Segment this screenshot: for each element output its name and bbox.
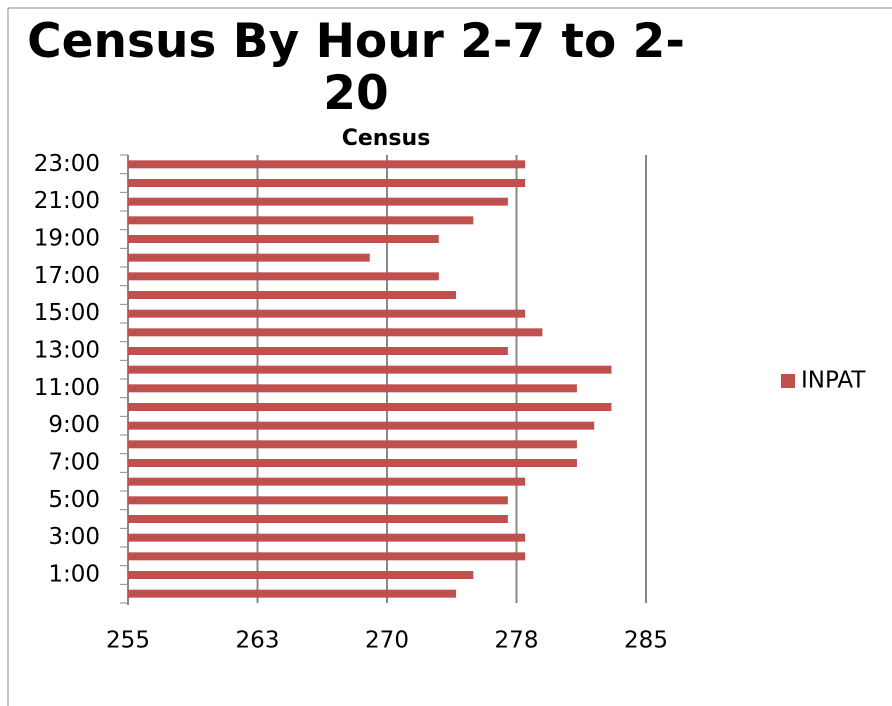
y-tick-label: 3:00	[48, 524, 100, 550]
x-tick-label: 278	[495, 628, 539, 654]
bar	[128, 197, 508, 206]
y-tick-label: 17:00	[34, 263, 100, 289]
bar	[128, 440, 577, 449]
bar	[128, 403, 612, 411]
bar	[128, 160, 526, 169]
y-tick-label: 23:00	[34, 151, 100, 177]
chart-title: Census By Hour 2-7 to 2-20	[27, 14, 685, 121]
y-tick-label: 15:00	[34, 300, 100, 326]
bar	[128, 533, 526, 542]
bar	[128, 477, 526, 486]
y-tick-label: 9:00	[48, 412, 100, 438]
legend-label: INPAT	[801, 368, 866, 394]
y-tick-label: 11:00	[34, 375, 100, 401]
bar	[128, 291, 457, 299]
y-tick-label: 1:00	[48, 562, 100, 588]
bar	[128, 459, 577, 467]
y-tick-label: 13:00	[34, 338, 100, 364]
bar	[128, 571, 474, 579]
bar	[128, 589, 457, 598]
bar	[128, 253, 370, 262]
x-tick-label: 285	[624, 628, 668, 654]
bar	[128, 179, 526, 187]
bar	[128, 347, 508, 355]
bar	[128, 309, 526, 318]
legend-swatch	[781, 374, 795, 388]
bar	[128, 496, 508, 505]
bar	[128, 216, 474, 225]
bar	[128, 365, 612, 374]
y-tick-label: 19:00	[34, 226, 100, 252]
x-tick-label: 255	[106, 628, 150, 654]
y-tick-label: 7:00	[48, 450, 100, 476]
y-tick-label: 5:00	[48, 487, 100, 513]
bar	[128, 384, 577, 393]
bar	[128, 421, 595, 430]
bar	[128, 515, 508, 523]
chart-subtitle: Census	[342, 126, 431, 151]
bar	[128, 328, 543, 337]
bar	[128, 552, 526, 561]
x-tick-label: 263	[236, 628, 280, 654]
bar	[128, 235, 439, 243]
y-tick-label: 21:00	[34, 188, 100, 214]
x-tick-label: 270	[365, 628, 409, 654]
bar	[128, 272, 439, 281]
